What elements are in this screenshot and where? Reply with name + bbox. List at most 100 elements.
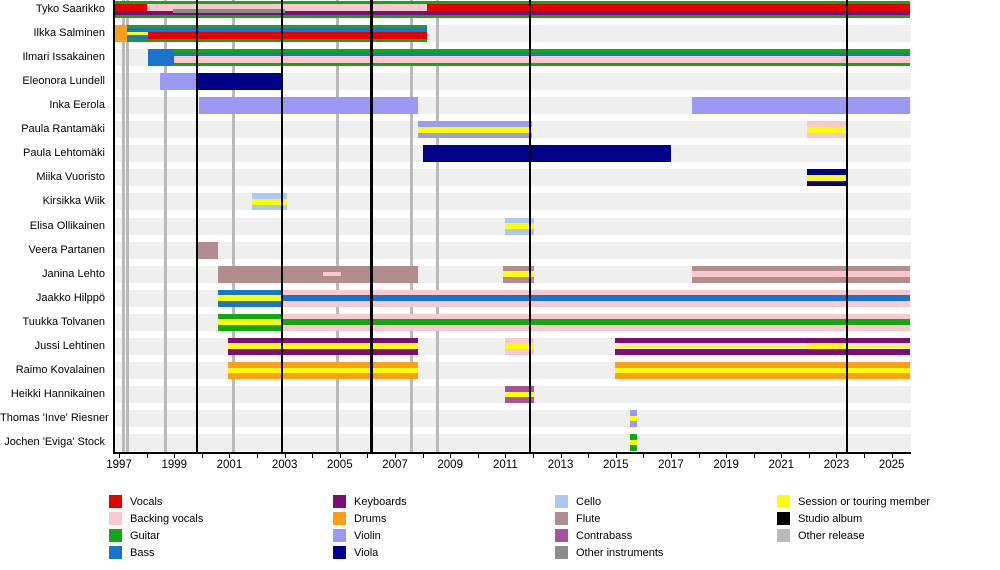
bar-segment-bass (281, 295, 910, 302)
legend-item: Other release (777, 527, 865, 543)
member-label: Raimo Kovalainen (15, 363, 105, 376)
bar-segment-drums (228, 373, 419, 379)
bar-segment-guitar (218, 325, 282, 331)
member-label: Thomas 'Inve' Riesner (0, 412, 109, 425)
bar-segment-guitar (174, 62, 910, 67)
legend-swatch-vocals (109, 495, 122, 509)
bar-segment-session (504, 391, 535, 398)
legend-label: Guitar (130, 529, 160, 542)
legend-swatch-guitar (109, 529, 122, 543)
x-axis-tick (477, 454, 479, 458)
x-axis-year-label: 1997 (106, 459, 132, 471)
other-release-line (336, 0, 340, 452)
bar-segment-keys (615, 349, 910, 355)
bar-segment-bass (127, 35, 149, 39)
bar-segment-viola (422, 145, 671, 163)
legend-item: Session or touring member (777, 493, 930, 509)
x-axis-tick (532, 454, 534, 458)
bar-segment-backing (281, 313, 910, 320)
x-axis-line (113, 452, 911, 454)
bar-segment-flute (692, 265, 910, 272)
member-label: Jussi Lehtinen (34, 339, 105, 352)
bar-segment-backing (281, 289, 910, 296)
member-label: Veera Partanen (28, 243, 105, 256)
legend-label: Vocals (130, 495, 163, 508)
x-axis-year-label: 2021 (768, 459, 795, 471)
other-release-line (410, 0, 414, 452)
bar-segment-backing (504, 349, 535, 355)
member-label: Jochen 'Eviga' Stock (4, 436, 105, 449)
member-label: Janina Lehto (42, 267, 105, 280)
legend-label: Keyboards (354, 495, 407, 508)
bar-segment-bass (174, 52, 910, 56)
bar-segment-session (228, 367, 419, 374)
bar-segment-backing (174, 55, 910, 63)
member-label: Paula Lehtomäki (23, 147, 105, 160)
member-labels-column: Tyko Saarikko Ilkka Salminen Ilmari Issaka… (0, 0, 109, 452)
bar-segment-flute (692, 277, 910, 283)
bar-segment-guitar (127, 38, 427, 43)
legend-item: Flute (555, 510, 600, 526)
bar-segment-backing (281, 325, 910, 331)
bar-segment-session (504, 343, 535, 350)
member-label: Inka Eerola (49, 99, 105, 112)
member-label: Ilmari Issakainen (22, 51, 105, 64)
bar-segment-session (615, 344, 910, 348)
x-axis-tick (588, 454, 590, 458)
bar-segment-contrabass (504, 397, 535, 403)
bar-segment-guitar (218, 313, 282, 320)
bar-segment-flute (502, 277, 535, 283)
bar-segment-vocals (113, 4, 147, 11)
legend-swatch-other (555, 546, 568, 560)
bar-segment-viola (806, 169, 847, 176)
legend-item: Cello (555, 493, 602, 509)
legend-swatch-cello (555, 495, 568, 509)
legend-item: Keyboards (333, 493, 407, 509)
bar-segment-backing (806, 121, 847, 127)
x-axis-tick (367, 454, 369, 458)
x-axis-year-label: 2013 (547, 459, 574, 471)
studio-album-line (370, 0, 373, 452)
bar-segment-cello (504, 228, 535, 235)
x-axis-tick (753, 454, 755, 458)
bar-segment-drums (615, 373, 910, 379)
row-band (113, 169, 911, 187)
legend-swatch-flute (555, 512, 568, 526)
legend-swatch-backing (109, 512, 122, 526)
legend-item: Violin (333, 527, 381, 543)
legend-label: Bass (130, 546, 155, 559)
bar-segment-cello (251, 193, 288, 200)
studio-album-line (280, 0, 284, 452)
bar-segment-violin (199, 97, 419, 115)
x-axis-year-label: 2015 (602, 459, 629, 471)
x-axis-year-label: 2011 (493, 459, 518, 471)
bar-segment-backing (146, 4, 427, 11)
legend-item: Contrabass (555, 527, 632, 543)
x-axis-year-label: 2023 (823, 459, 850, 471)
bar-segment-session (806, 175, 847, 181)
x-axis-tick (257, 454, 259, 458)
bar-segment-session (228, 343, 419, 350)
y-axis-line (113, 0, 115, 452)
bar-segment-bass (218, 301, 282, 307)
legend-label: Viola (354, 546, 379, 559)
bar-segment-drums (615, 361, 910, 368)
x-axis-year-label: 2025 (878, 459, 905, 471)
timeline-plot-area: 1997 1999 2001 2003 2005 2007 2009 2011 2013 2015… (106, 0, 911, 471)
member-label: Paula Rantamäki (21, 123, 105, 136)
bar-segment-flute (218, 265, 419, 283)
member-label: Elisa Ollikainen (29, 219, 105, 232)
legend-swatch-drums (333, 512, 346, 526)
bar-segment-guitar (113, 1, 910, 5)
legend-label: Studio album (798, 512, 863, 525)
bar-segment-cello (251, 204, 288, 211)
bar-segment-cello (504, 217, 535, 224)
x-axis-tick (229, 454, 231, 458)
row-band (113, 434, 911, 452)
legend-label: Cello (576, 495, 602, 508)
member-label: Eleonora Lundell (22, 75, 105, 88)
bar-segment-backing (504, 337, 535, 344)
x-axis-tick (891, 454, 893, 458)
bar-segment-session (218, 319, 282, 326)
other-release-line (232, 0, 236, 452)
